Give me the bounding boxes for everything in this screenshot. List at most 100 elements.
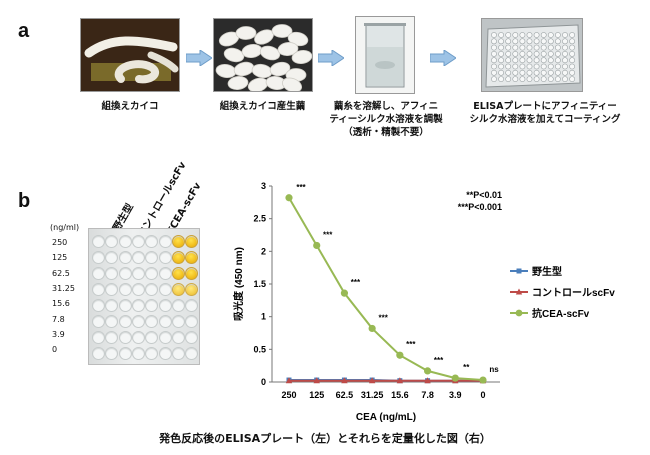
plate-well xyxy=(171,283,185,296)
plate-well xyxy=(171,315,185,328)
significance-mark: *** xyxy=(406,340,416,349)
plate-well xyxy=(158,235,172,248)
data-point xyxy=(479,376,487,384)
plate-well xyxy=(105,347,119,360)
plate-unit-label: (ng/ml) xyxy=(50,223,80,232)
plate-well xyxy=(105,299,119,312)
data-point xyxy=(423,367,432,375)
data-point xyxy=(313,241,321,250)
step-caption-3: 繭糸を溶解し、アフィニ ティーシルク水溶液を調製 （透析・精製不要） xyxy=(329,101,443,138)
plate-well xyxy=(118,315,132,328)
plate-well xyxy=(158,299,172,312)
plate-well xyxy=(105,235,119,248)
arrow-right-icon xyxy=(185,49,213,67)
plate-well xyxy=(92,315,105,328)
concentration-label: 3.9 xyxy=(52,329,65,339)
x-tick-label: 62.5 xyxy=(336,390,354,400)
y-axis-label: 吸光度 (450 nm) xyxy=(232,247,245,321)
elisa-plate-photo xyxy=(481,18,583,92)
figure-caption: 発色反応後のELISAプレート（左）とそれらを定量化した図（右） xyxy=(159,432,491,445)
plate-well xyxy=(145,267,159,280)
arrow-right-icon xyxy=(317,49,345,67)
panel-b-letter: b xyxy=(18,190,31,212)
plate-well xyxy=(158,283,172,296)
y-tick-label: 1.5 xyxy=(253,279,266,289)
data-point xyxy=(285,377,293,384)
plate-well xyxy=(145,283,159,296)
plate-well xyxy=(105,315,119,328)
plate-well xyxy=(105,283,119,296)
arrow-right-icon xyxy=(429,49,457,67)
data-point xyxy=(396,377,404,384)
data-point xyxy=(340,289,349,297)
legend-marker xyxy=(516,268,522,274)
plate-well xyxy=(105,251,119,264)
data-point xyxy=(396,351,404,359)
plate-well xyxy=(171,299,185,312)
data-point xyxy=(368,324,376,333)
plate-well xyxy=(118,251,132,264)
plate-well xyxy=(131,331,145,344)
plate-well xyxy=(92,283,105,296)
plate-well xyxy=(171,267,185,280)
legend-marker xyxy=(515,309,523,317)
step-caption-2: 組換えカイコ産生繭 xyxy=(219,101,306,112)
plate-well xyxy=(118,267,132,280)
legend-label: コントロールscFv xyxy=(532,287,615,299)
plate-well xyxy=(185,331,199,344)
plate-well xyxy=(158,267,172,280)
plate-well xyxy=(105,331,119,344)
data-point xyxy=(285,194,293,202)
x-tick-label: 31.25 xyxy=(361,390,384,400)
legend-label: 抗CEA-scFv xyxy=(532,307,590,320)
plate-well xyxy=(158,315,172,328)
plate-well xyxy=(131,315,145,328)
legend-marker xyxy=(515,288,523,295)
plate-well xyxy=(131,299,145,312)
significance-mark: *** xyxy=(323,230,333,239)
y-tick-label: 0.5 xyxy=(253,344,266,354)
x-axis-label: CEA (ng/mL) xyxy=(356,412,416,423)
plate-well xyxy=(92,251,105,264)
significance-legend: **P<0.01 xyxy=(466,190,502,200)
x-tick-label: 7.8 xyxy=(421,390,434,400)
plate-well xyxy=(145,331,159,344)
data-point xyxy=(424,377,431,384)
significance-mark: ** xyxy=(463,363,470,372)
plate-well xyxy=(92,267,105,280)
plate-well xyxy=(105,267,119,280)
plate-well xyxy=(131,283,145,296)
plate-well xyxy=(185,283,199,296)
plate-well xyxy=(171,235,185,248)
elisa-plate-result xyxy=(88,228,200,365)
x-tick-label: 0 xyxy=(480,390,485,400)
plate-well xyxy=(158,347,172,360)
plate-well xyxy=(185,315,199,328)
plate-well xyxy=(118,299,132,312)
plate-well xyxy=(145,235,159,248)
significance-mark: *** xyxy=(434,356,444,365)
plate-well xyxy=(145,299,159,312)
plate-well xyxy=(118,347,132,360)
concentration-label: 31.25 xyxy=(52,283,75,293)
concentration-label: 125 xyxy=(52,253,68,263)
concentration-label: 7.8 xyxy=(52,314,65,324)
x-tick-label: 15.6 xyxy=(391,390,409,400)
y-tick-label: 1 xyxy=(261,312,266,322)
plate-well xyxy=(171,347,185,360)
plate-well xyxy=(92,347,105,360)
significance-legend: ***P<0.001 xyxy=(458,202,502,212)
concentration-label: 15.6 xyxy=(52,299,70,309)
x-tick-label: 125 xyxy=(309,390,324,400)
plate-well xyxy=(92,331,105,344)
y-tick-label: 0 xyxy=(261,377,266,387)
plate-well xyxy=(145,347,159,360)
plate-well xyxy=(131,347,145,360)
y-tick-label: 2.5 xyxy=(253,214,266,224)
concentration-label: 0 xyxy=(52,345,58,355)
concentration-label: 62.5 xyxy=(52,268,70,278)
plate-well xyxy=(185,347,199,360)
plate-well xyxy=(185,251,199,264)
panel-a-letter: a xyxy=(18,20,30,42)
significance-mark: ns xyxy=(489,365,499,374)
